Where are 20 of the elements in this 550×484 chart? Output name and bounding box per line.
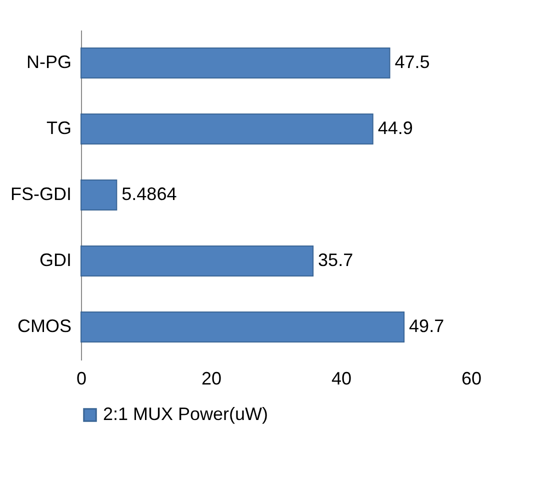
bar xyxy=(80,48,390,78)
bar xyxy=(80,246,314,276)
bar xyxy=(80,312,405,342)
y-tick-label: FS-GDI xyxy=(10,184,72,204)
x-tick-label: 40 xyxy=(331,368,352,388)
bar xyxy=(80,180,118,210)
x-tick-label: 0 xyxy=(76,368,87,388)
y-tick-label: TG xyxy=(46,118,72,138)
data-label: 49.7 xyxy=(409,316,444,336)
y-tick-label: GDI xyxy=(39,250,72,270)
bar xyxy=(80,114,374,144)
data-label: 35.7 xyxy=(318,250,354,270)
legend-label: 2:1 MUX Power(uW) xyxy=(103,404,268,424)
x-tick-label: 20 xyxy=(201,368,222,388)
data-label: 44.9 xyxy=(378,118,413,138)
x-tick-label: 60 xyxy=(461,368,482,388)
y-tick-label: N-PG xyxy=(26,52,72,72)
data-label: 5.4864 xyxy=(122,184,177,204)
y-tick-label: CMOS xyxy=(18,316,72,336)
data-label: 47.5 xyxy=(394,52,430,72)
